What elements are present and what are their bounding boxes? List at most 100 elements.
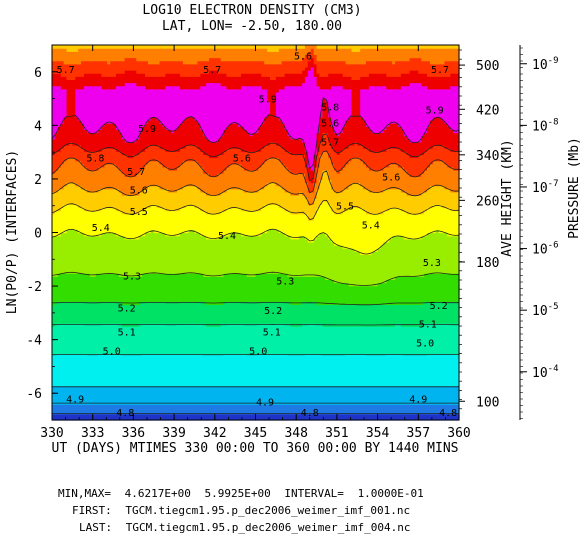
contour-cell bbox=[194, 326, 198, 330]
contour-cell bbox=[162, 395, 166, 399]
contour-cell bbox=[325, 407, 329, 412]
contour-cell bbox=[406, 379, 411, 384]
contour-cell bbox=[188, 379, 193, 384]
contour-cell bbox=[427, 376, 431, 380]
contour-cell bbox=[232, 379, 236, 384]
contour-cell bbox=[78, 316, 82, 321]
contour-cell bbox=[447, 329, 451, 334]
contour-cell bbox=[351, 391, 355, 396]
contour-cell bbox=[232, 351, 236, 355]
contour-cell bbox=[57, 370, 62, 374]
contour-cell bbox=[156, 335, 161, 340]
contour-cell bbox=[400, 413, 405, 418]
contour-cell bbox=[255, 379, 260, 384]
contour-cell bbox=[272, 323, 277, 327]
contour-cell bbox=[52, 338, 56, 343]
contour-cell bbox=[72, 370, 76, 374]
contour-cell bbox=[136, 357, 140, 362]
contour-cell bbox=[397, 357, 402, 362]
contour-cell bbox=[113, 354, 117, 359]
contour-cell bbox=[409, 338, 414, 343]
contour-cell bbox=[83, 357, 88, 362]
contour-cell bbox=[261, 341, 265, 346]
contour-cell bbox=[139, 379, 143, 384]
contour-cell bbox=[185, 373, 190, 377]
contour-cell bbox=[412, 341, 416, 346]
contour-cell bbox=[432, 360, 437, 365]
contour-cell bbox=[220, 320, 225, 324]
contour-cell bbox=[281, 370, 286, 374]
contour-cell bbox=[450, 316, 454, 321]
contour-cell bbox=[360, 388, 364, 393]
contour-cell bbox=[336, 357, 341, 362]
contour-cell bbox=[238, 320, 242, 324]
contour-cell bbox=[322, 416, 326, 421]
contour-cell bbox=[214, 341, 219, 346]
contour-cell bbox=[130, 404, 134, 409]
contour-cell bbox=[397, 332, 402, 337]
contour-cell bbox=[363, 376, 367, 380]
contour-cell bbox=[182, 316, 187, 321]
contour-cell bbox=[363, 320, 367, 324]
contour-cell bbox=[281, 416, 286, 421]
contour-cell bbox=[418, 382, 422, 387]
contour-cell bbox=[243, 404, 248, 409]
contour-cell bbox=[441, 413, 446, 418]
contour-cell bbox=[377, 413, 382, 418]
contour-cell bbox=[182, 413, 187, 418]
contour-cell bbox=[246, 332, 251, 337]
contour-cell bbox=[214, 348, 219, 352]
contour-cell bbox=[159, 376, 164, 380]
contour-cell bbox=[226, 410, 230, 415]
contour-cell bbox=[310, 407, 315, 412]
contour-cell bbox=[104, 335, 108, 340]
contour-cell bbox=[118, 385, 123, 390]
contour-cell bbox=[145, 329, 149, 334]
contour-cell bbox=[127, 373, 132, 377]
contour-cell bbox=[200, 332, 204, 337]
contour-cell bbox=[395, 366, 399, 371]
contour-cell bbox=[377, 351, 382, 355]
contour-cell bbox=[392, 316, 396, 321]
contour-cell bbox=[435, 338, 440, 343]
contour-cell bbox=[95, 357, 100, 362]
contour-cell bbox=[54, 326, 59, 330]
contour-cell bbox=[348, 341, 353, 346]
contour-cell bbox=[264, 416, 268, 421]
contour-cell bbox=[162, 363, 166, 368]
contour-cell bbox=[127, 382, 132, 387]
contour-cell bbox=[328, 357, 332, 362]
contour-cell bbox=[150, 316, 155, 321]
contour-cell bbox=[171, 313, 175, 318]
contour-cell bbox=[333, 391, 338, 396]
contour-cell bbox=[194, 316, 198, 321]
contour-cell bbox=[223, 335, 228, 340]
contour-cell bbox=[339, 332, 344, 337]
contour-cell bbox=[293, 354, 297, 359]
contour-cell bbox=[380, 395, 385, 399]
contour-cell bbox=[66, 407, 71, 412]
contour-cell bbox=[95, 338, 100, 343]
contour-cell bbox=[63, 407, 68, 412]
contour-cell bbox=[296, 388, 300, 393]
contour-cell bbox=[272, 348, 277, 352]
contour-cell bbox=[153, 385, 158, 390]
contour-cell bbox=[197, 310, 201, 315]
contour-cell bbox=[429, 332, 434, 337]
contour-cell bbox=[246, 385, 251, 390]
contour-cell bbox=[270, 413, 274, 418]
contour-cell bbox=[52, 316, 56, 321]
contour-cell bbox=[336, 316, 341, 321]
contour-cell bbox=[249, 332, 254, 337]
contour-cell bbox=[365, 310, 370, 315]
contour-cell bbox=[83, 404, 88, 409]
contour-cell bbox=[168, 354, 172, 359]
contour-cell bbox=[255, 416, 260, 421]
contour-cell bbox=[194, 398, 198, 402]
contour-cell bbox=[328, 354, 332, 359]
contour-cell bbox=[456, 391, 460, 396]
contour-cell bbox=[339, 373, 344, 377]
contour-cell bbox=[124, 413, 129, 418]
contour-cell bbox=[264, 357, 268, 362]
contour-cell bbox=[441, 373, 446, 377]
